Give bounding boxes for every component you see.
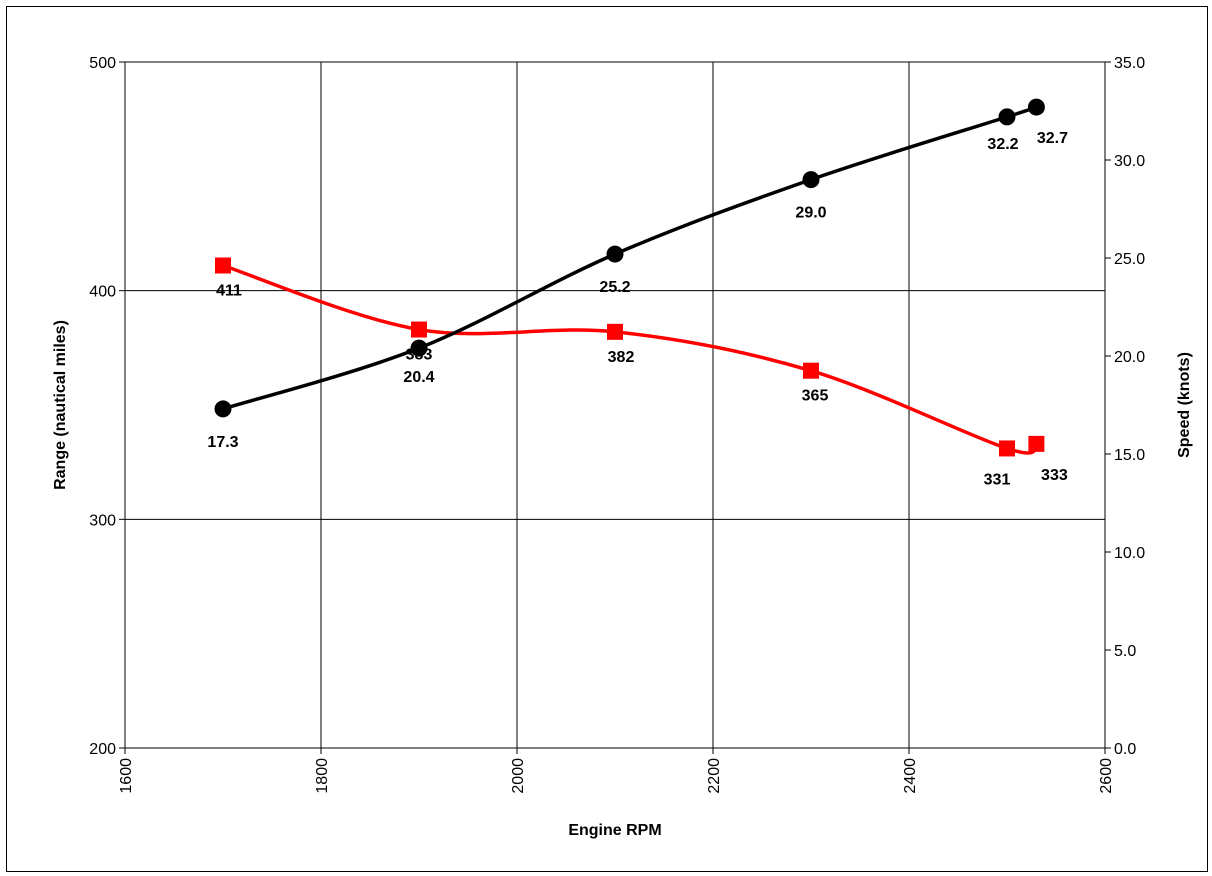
data-label: 20.4 (403, 369, 434, 386)
y2-tick-label: 15.0 (1114, 447, 1145, 464)
x-tick-label: 2000 (510, 758, 527, 794)
y2-tick-label: 20.0 (1114, 349, 1145, 366)
y-axis-title: Range (nautical miles) (52, 320, 69, 490)
series-line-left (222, 263, 1038, 455)
series-marker-circle (1027, 98, 1045, 116)
axes: 200 300 400 500 0.0 5.0 10.0 15.0 20.0 25.0 30.0 35… (89, 55, 1145, 794)
data-label: 333 (1041, 467, 1068, 484)
series-marker-square (607, 323, 623, 340)
series-marker-circle (214, 400, 232, 418)
data-label: 383 (406, 347, 433, 364)
range-speed-chart: 200 300 400 500 0.0 5.0 10.0 15.0 20.0 25.0 30.0 35… (52, 55, 1193, 839)
series-marker-square (411, 321, 427, 338)
data-label: 32.2 (987, 136, 1018, 153)
data-label: 365 (802, 388, 829, 405)
y2-tick-label: 25.0 (1114, 251, 1145, 268)
x-axis-title: Engine RPM (568, 822, 661, 839)
data-label: 331 (984, 471, 1011, 488)
x-tick-label: 1600 (118, 758, 135, 794)
x-tick-label: 2200 (706, 758, 723, 794)
data-label: 29.0 (795, 205, 826, 222)
series-marker-circle (998, 108, 1016, 126)
series-marker-square (999, 440, 1015, 457)
y2-tick-label: 5.0 (1114, 643, 1136, 660)
plot-area-border (124, 61, 1106, 749)
series (214, 98, 1045, 457)
data-label: 411 (216, 283, 242, 300)
data-label: 25.2 (599, 279, 630, 296)
y2-tick-label: 0.0 (1114, 741, 1136, 758)
series-marker-square (1028, 435, 1045, 452)
x-tick-label: 2600 (1098, 758, 1115, 794)
x-tick-label: 1800 (314, 758, 331, 794)
y2-axis-title: Speed (knots) (1176, 352, 1193, 458)
series-marker-circle (606, 245, 624, 263)
series-marker-square (803, 362, 819, 379)
chart-frame: 200 300 400 500 0.0 5.0 10.0 15.0 20.0 25.0 30.0 35… (6, 6, 1208, 872)
data-label: 17.3 (207, 434, 238, 451)
series-marker-circle (410, 339, 428, 357)
y2-tick-label: 30.0 (1114, 153, 1145, 170)
y2-tick-label: 10.0 (1114, 545, 1145, 562)
y-tick-label: 500 (89, 55, 116, 72)
y-tick-label: 300 (89, 512, 116, 529)
series-marker-square (215, 257, 231, 274)
grid (124, 61, 1106, 749)
data-label: 32.7 (1037, 130, 1068, 147)
series-line-right (222, 105, 1037, 411)
y-tick-label: 200 (89, 741, 116, 758)
y-tick-label: 400 (89, 284, 116, 301)
series-marker-circle (802, 171, 820, 189)
data-label: 382 (608, 349, 635, 366)
data-labels: 411 383 382 365 331 333 17.3 20.4 25.2 29.0 32.2 32… (207, 130, 1068, 488)
x-tick-label: 2400 (902, 758, 919, 794)
y2-tick-label: 35.0 (1114, 55, 1145, 72)
